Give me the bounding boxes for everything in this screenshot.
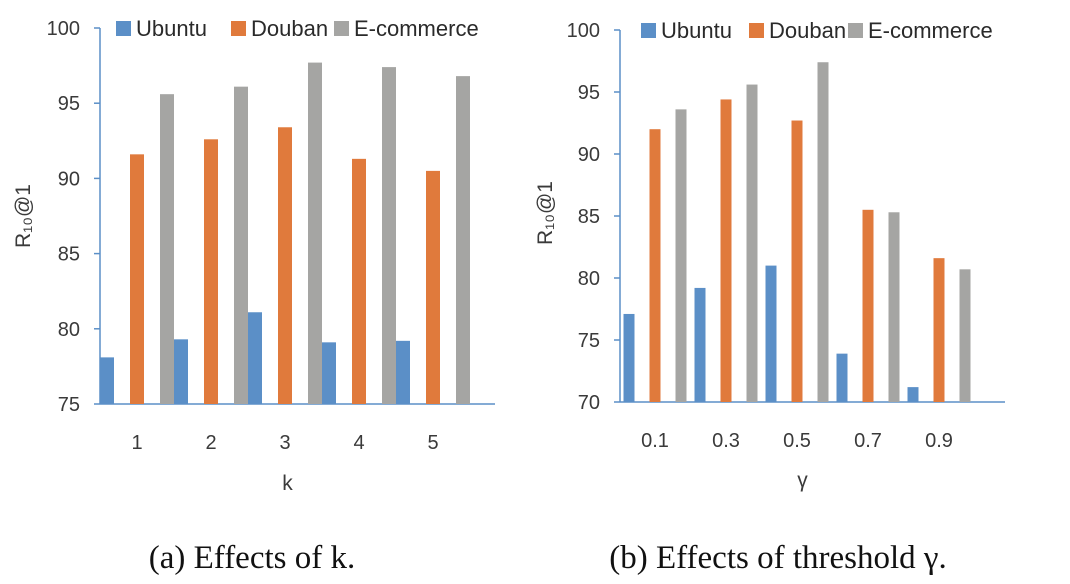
x-tick-label: 0.7 <box>854 430 882 452</box>
bar-ubuntu-0_1 <box>623 313 635 402</box>
y-tick-label: 95 <box>578 82 600 104</box>
x-tick-label: 0.1 <box>641 430 669 452</box>
y-axis-title: R₁₀@1 <box>12 184 35 248</box>
bar-ecommerce-0_1 <box>675 109 687 403</box>
x-tick-label: 2 <box>205 432 216 454</box>
legend-label: Ubuntu <box>661 18 732 43</box>
y-tick-label: 75 <box>58 394 80 416</box>
y-tick-label: 90 <box>578 144 600 166</box>
chart-a: 75 80 85 90 95 100 R₁₀@1 1 2 3 4 5 k Ubuntu Douban E-co… <box>12 16 495 495</box>
y-tick-label: 85 <box>58 244 80 266</box>
bar-douban-5 <box>426 170 440 404</box>
y-tick-label: 100 <box>47 18 80 40</box>
legend-label: Douban <box>251 16 328 41</box>
x-tick-label: 4 <box>353 432 364 454</box>
y-tick-label: 70 <box>578 392 600 414</box>
legend-swatch <box>334 21 349 36</box>
caption-b: (b) Effects of threshold γ. <box>609 540 946 576</box>
bar-ubuntu-3 <box>248 312 262 404</box>
bar-douban-0_1 <box>649 129 661 402</box>
legend-label: Ubuntu <box>136 16 207 41</box>
y-tick-label: 95 <box>58 93 80 115</box>
legend-swatch <box>749 23 764 38</box>
legend: Ubuntu Douban E-commerce <box>641 18 993 43</box>
x-tick-label: 0.9 <box>925 430 953 452</box>
x-tick-label: 1 <box>131 432 142 454</box>
y-tick-label: 80 <box>578 268 600 290</box>
bar-ubuntu-0_5 <box>765 265 777 402</box>
x-axis-title: k <box>282 472 293 495</box>
bar-douban-3 <box>278 127 292 404</box>
y-tick-label: 80 <box>58 319 80 341</box>
bar-ecommerce-5 <box>456 76 470 405</box>
bar-ubuntu-0_9 <box>907 387 919 402</box>
bar-ubuntu-2 <box>174 339 188 404</box>
legend-swatch <box>231 21 246 36</box>
bar-ecommerce-0_5 <box>817 62 829 403</box>
bar-ecommerce-0_7 <box>888 212 900 402</box>
bar-ubuntu-0_3 <box>694 287 706 402</box>
x-tick-label: 0.3 <box>712 430 740 452</box>
x-tick-label: 3 <box>279 432 290 454</box>
legend-swatch <box>848 23 863 38</box>
caption-a: (a) Effects of k. <box>149 540 355 576</box>
bar-ubuntu-4 <box>322 342 336 404</box>
bar-ecommerce-0_3 <box>746 84 758 402</box>
y-tick-label: 100 <box>567 20 600 42</box>
bar-ubuntu-5 <box>396 340 410 404</box>
y-tick-label: 85 <box>578 206 600 228</box>
bar-ecommerce-0_9 <box>959 269 971 402</box>
bar-ecommerce-1 <box>160 94 174 405</box>
x-tick-label: 5 <box>427 432 438 454</box>
bar-douban-2 <box>204 139 218 404</box>
bar-douban-0_3 <box>720 99 732 402</box>
legend-label: E-commerce <box>354 16 479 41</box>
bar-douban-0_5 <box>791 120 803 403</box>
bar-ubuntu-0_7 <box>836 353 848 402</box>
bar-ecommerce-3 <box>308 62 322 404</box>
bar-douban-1 <box>130 154 144 404</box>
legend-swatch <box>116 21 131 36</box>
y-tick-label: 75 <box>578 330 600 352</box>
legend-label: Douban <box>769 18 846 43</box>
legend-label: E-commerce <box>868 18 993 43</box>
bar-ecommerce-4 <box>382 67 396 404</box>
y-tick-label: 90 <box>58 168 80 190</box>
legend-swatch <box>641 23 656 38</box>
bar-ecommerce-2 <box>234 86 248 404</box>
bar-douban-0_7 <box>862 209 874 402</box>
legend: Ubuntu Douban E-commerce <box>116 16 479 41</box>
bar-douban-0_9 <box>933 258 945 402</box>
x-axis-title: γ <box>797 469 808 492</box>
bar-ubuntu-1 <box>100 357 114 404</box>
bar-douban-4 <box>352 158 366 404</box>
chart-b: 70 75 80 85 90 95 100 R₁₀@1 0.1 0.3 0.5 0.7 0.9 γ Ubun… <box>534 18 1005 492</box>
y-axis-title: R₁₀@1 <box>534 181 557 245</box>
x-tick-label: 0.5 <box>783 430 811 452</box>
